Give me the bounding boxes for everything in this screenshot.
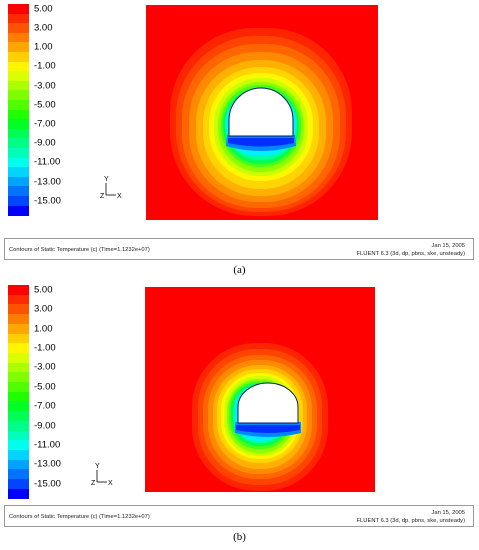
legend-swatch xyxy=(8,13,29,24)
legend-swatch xyxy=(8,440,29,451)
svg-text:Z: Z xyxy=(100,193,105,200)
legend-swatch xyxy=(8,469,29,480)
legend-tick-label: 3.00 xyxy=(34,22,53,34)
panel-b: 5.00 3.00 1.00 -1.00 -3.00 -5.00 -7.00 -9.00 -11… xyxy=(0,281,479,550)
legend-swatch xyxy=(8,304,29,315)
legend-swatch xyxy=(8,128,29,139)
footer-date: Jan 15, 2005 xyxy=(431,510,465,516)
svg-text:Y: Y xyxy=(104,176,109,183)
legend-tick-label: -15.00 xyxy=(34,478,61,490)
legend-swatch xyxy=(8,4,29,15)
legend-swatch xyxy=(8,90,29,101)
legend-tick-label: -13.00 xyxy=(34,175,61,187)
legend-tick-label: 5.00 xyxy=(34,284,53,296)
legend-swatch xyxy=(8,61,29,72)
legend-swatch xyxy=(8,391,29,402)
panel-caption: (a) xyxy=(233,264,246,276)
legend-swatch xyxy=(8,294,29,305)
legend-tick-label: -3.00 xyxy=(34,361,56,373)
svg-text:Z: Z xyxy=(91,480,96,487)
legend-swatch xyxy=(8,109,29,120)
svg-text:X: X xyxy=(117,193,122,200)
axes-triad: Y X Z xyxy=(100,176,122,200)
legend-swatch xyxy=(8,343,29,354)
legend-swatch xyxy=(8,285,29,296)
legend-swatch xyxy=(8,42,29,53)
legend-tick-label: -5.00 xyxy=(34,381,56,393)
legend-swatch xyxy=(8,323,29,334)
legend-swatch xyxy=(8,401,29,412)
legend-swatch xyxy=(8,32,29,43)
legend-swatch xyxy=(8,138,29,149)
legend-swatch xyxy=(8,71,29,82)
legend-swatch xyxy=(8,119,29,130)
legend-swatch xyxy=(8,333,29,344)
legend-tick-label: -9.00 xyxy=(34,137,56,149)
legend-swatch xyxy=(8,157,29,168)
legend-swatch xyxy=(8,80,29,91)
legend-tick-label: 1.00 xyxy=(34,41,53,53)
legend-swatch xyxy=(8,23,29,34)
legend-tick-label: -13.00 xyxy=(34,458,61,470)
legend-tick-label: -9.00 xyxy=(34,419,56,431)
legend-tick-label: 1.00 xyxy=(34,322,53,334)
legend-swatch xyxy=(8,186,29,197)
footer-date: Jan 15, 2005 xyxy=(431,243,465,249)
legend-swatch xyxy=(8,411,29,422)
legend-swatch xyxy=(8,176,29,187)
legend-swatch xyxy=(8,100,29,111)
legend-tick-label: 5.00 xyxy=(34,3,53,15)
svg-text:Y: Y xyxy=(95,463,100,470)
legend-swatch xyxy=(8,479,29,490)
legend-swatch xyxy=(8,52,29,63)
fluent-footer: Contours of Static Temperature (c) (Time… xyxy=(4,505,474,527)
legend-tick-label: -3.00 xyxy=(34,79,56,91)
legend-tick-label: -11.00 xyxy=(34,156,61,168)
footer-version: FLUENT 6.3 (3d, dp, pbns, ske, unsteady) xyxy=(356,251,465,257)
temperature-contour-plot: Y X Z xyxy=(100,5,378,220)
legend-swatch xyxy=(8,430,29,441)
legend-swatch xyxy=(8,420,29,431)
legend-tick-label: -5.00 xyxy=(34,99,56,111)
tunnel-opening xyxy=(237,382,299,424)
legend-swatch xyxy=(8,167,29,178)
legend-swatch xyxy=(8,488,29,499)
legend-swatch xyxy=(8,148,29,159)
fluent-footer: Contours of Static Temperature (c) (Time… xyxy=(4,238,474,260)
legend-swatch xyxy=(8,205,29,216)
footer-title: Contours of Static Temperature (c) (Time… xyxy=(9,514,150,520)
legend-tick-label: -1.00 xyxy=(34,342,56,354)
legend-tick-label: -15.00 xyxy=(34,195,61,207)
tunnel-opening xyxy=(228,87,294,137)
temperature-contour-plot: Y X Z xyxy=(91,287,375,492)
legend-swatch xyxy=(8,196,29,207)
legend-swatch xyxy=(8,362,29,373)
axes-triad: Y X Z xyxy=(91,463,113,487)
legend-swatch xyxy=(8,372,29,383)
legend-tick-label: -1.00 xyxy=(34,60,56,72)
svg-text:X: X xyxy=(108,480,113,487)
footer-version: FLUENT 6.3 (3d, dp, pbns, ske, unsteady) xyxy=(356,518,465,524)
panel-caption: (b) xyxy=(233,531,246,543)
legend-swatch xyxy=(8,449,29,461)
legend-tick-label: -7.00 xyxy=(34,118,56,130)
legend-tick-label: -11.00 xyxy=(34,439,61,451)
footer-title: Contours of Static Temperature (c) (Time… xyxy=(9,247,150,253)
panel-a: 5.00 3.00 1.00 -1.00 -3.00 -5.00 -7.00 -9.00 -11… xyxy=(4,3,474,276)
legend-swatch xyxy=(8,352,29,364)
contour-bands xyxy=(170,28,352,216)
legend-tick-label: -7.00 xyxy=(34,400,56,412)
legend-swatch xyxy=(8,382,29,393)
legend-tick-label: 3.00 xyxy=(34,303,53,315)
contour-bands xyxy=(192,343,328,491)
legend-swatch xyxy=(8,314,29,325)
legend-swatch xyxy=(8,459,29,470)
